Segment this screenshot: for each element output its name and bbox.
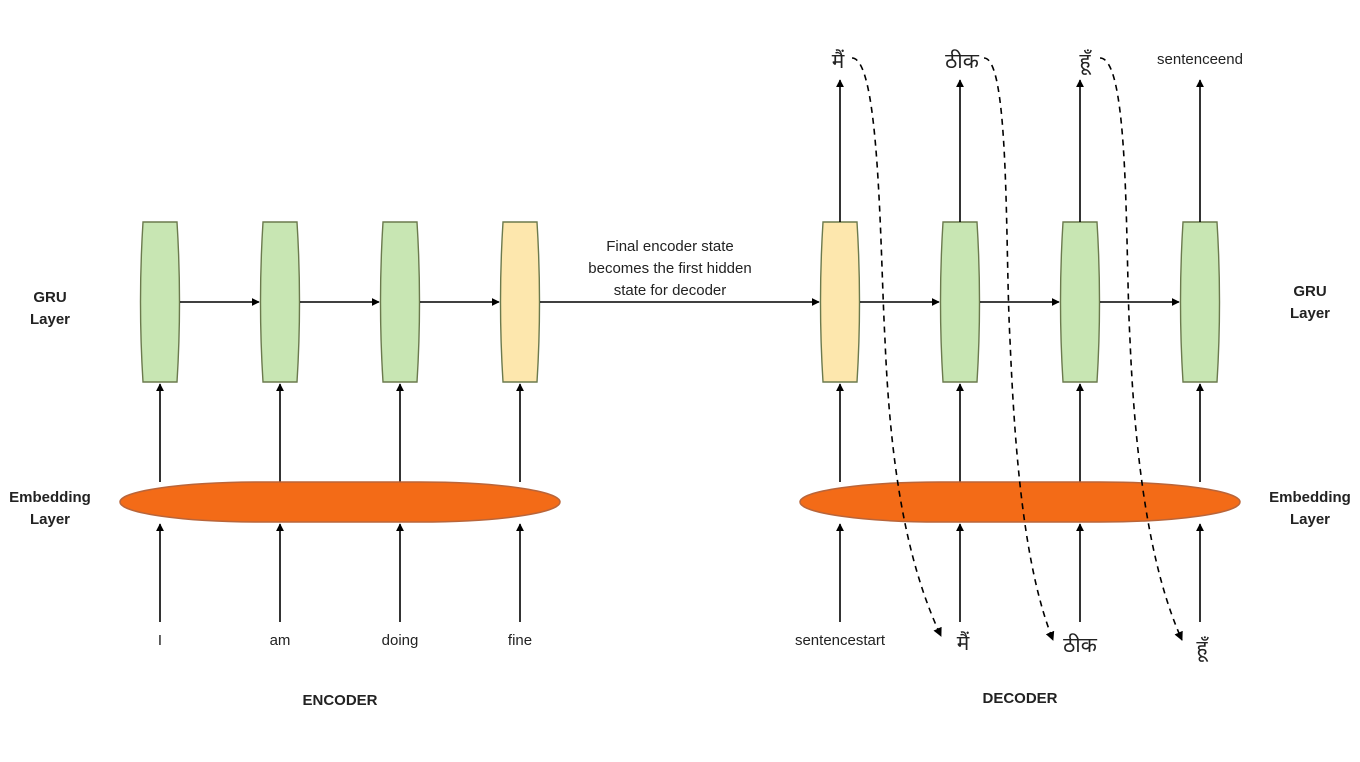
bridge-note-line2: becomes the first hidden xyxy=(588,260,751,277)
bridge-note-line3: state for decoder xyxy=(614,282,727,299)
decoder-input-word: हूँ xyxy=(1196,636,1208,663)
decoder-output-word: sentenceend xyxy=(1157,51,1243,68)
encoder-input-word: am xyxy=(270,632,291,649)
decoder-gru-cell xyxy=(1059,221,1101,383)
encoder-input-word: doing xyxy=(382,632,419,649)
decoder-input-word: sentencestart xyxy=(795,632,886,649)
encoder-gru-cell xyxy=(259,221,301,383)
decoder-embedding-layer xyxy=(799,481,1241,523)
encoder-gru-cell xyxy=(139,221,181,383)
decoder-gru-label-line2: Layer xyxy=(1290,305,1330,322)
encoder-decoder-bridge: Final encoder state becomes the first hi… xyxy=(540,238,820,306)
encoder-title: ENCODER xyxy=(302,692,377,709)
encoder-embedding-label-line1: Embedding xyxy=(9,489,91,506)
decoder-embedding-label-line2: Layer xyxy=(1290,511,1330,528)
encoder-gru-final-cell xyxy=(499,221,541,383)
encoder-embedding-label-line2: Layer xyxy=(30,511,70,528)
decoder-output-word: मैं xyxy=(832,49,845,73)
encoder-input-word: I xyxy=(158,632,162,649)
encoder-input-word: fine xyxy=(508,632,532,649)
decoder-section: मैं ठीक हूँ sentenceend sentencestart मै… xyxy=(795,49,1351,707)
decoder-embedding-label-line1: Embedding xyxy=(1269,489,1351,506)
decoder-title: DECODER xyxy=(982,690,1057,707)
decoder-gru-cell xyxy=(1179,221,1221,383)
decoder-gru-cell xyxy=(939,221,981,383)
decoder-input-word: मैं xyxy=(957,631,970,655)
feedback-dashed-arrow xyxy=(1099,57,1183,641)
feedback-dashed-arrow xyxy=(983,57,1055,641)
decoder-output-word: हूँ xyxy=(1079,49,1091,76)
encoder-section: GRU Layer Embedding Layer I am doing fin… xyxy=(9,221,561,709)
encoder-embedding-layer xyxy=(119,481,561,523)
encoder-gru-label-line2: Layer xyxy=(30,311,70,328)
decoder-gru-label-line1: GRU xyxy=(1293,283,1326,300)
encoder-gru-label-line1: GRU xyxy=(33,289,66,306)
encoder-gru-cell xyxy=(379,221,421,383)
decoder-output-word: ठीक xyxy=(945,49,980,73)
decoder-gru-initial-cell xyxy=(819,221,861,383)
decoder-input-word: ठीक xyxy=(1063,633,1098,657)
feedback-dashed-arrow xyxy=(851,57,942,637)
bridge-note-line1: Final encoder state xyxy=(606,238,734,255)
